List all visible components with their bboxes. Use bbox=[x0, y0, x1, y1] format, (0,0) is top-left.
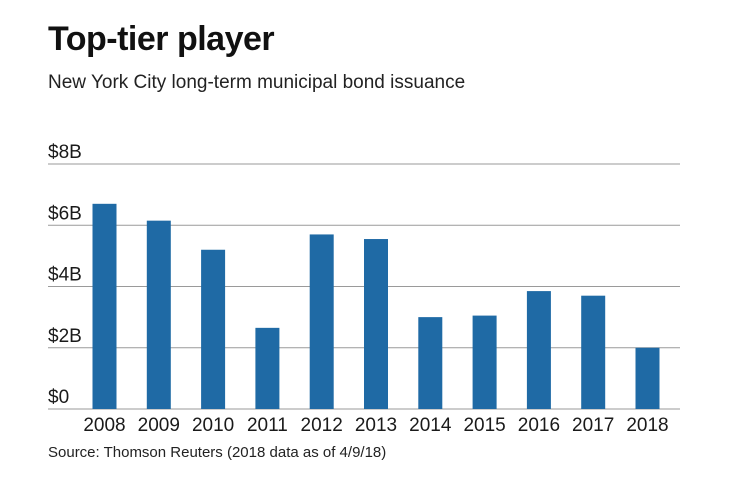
bar-2011 bbox=[255, 327, 280, 409]
x-tick-label: 2008 bbox=[83, 415, 125, 436]
x-tick-label: 2017 bbox=[572, 415, 614, 436]
bar-2009 bbox=[146, 220, 171, 409]
x-tick-label: 2013 bbox=[355, 415, 397, 436]
x-tick-label: 2015 bbox=[463, 415, 505, 436]
y-tick-label: $6B bbox=[48, 203, 82, 224]
source-note: Source: Thomson Reuters (2018 data as of… bbox=[48, 444, 387, 461]
x-tick-label: 2009 bbox=[138, 415, 180, 436]
x-tick-label: 2016 bbox=[518, 415, 560, 436]
y-tick-label: $4B bbox=[48, 265, 82, 286]
bar-2014 bbox=[418, 317, 443, 409]
y-axis-labels: $0 $2B $4B $6B $8B bbox=[48, 142, 82, 408]
x-tick-label: 2018 bbox=[626, 415, 668, 436]
bar-2012 bbox=[309, 234, 334, 409]
bar-2017 bbox=[581, 295, 606, 409]
bar-2015 bbox=[472, 315, 497, 409]
bar-2013 bbox=[364, 239, 388, 409]
x-tick-label: 2010 bbox=[192, 415, 234, 436]
chart-title: Top-tier player bbox=[48, 20, 275, 58]
bar-2018 bbox=[635, 347, 660, 409]
x-tick-label: 2011 bbox=[247, 415, 288, 436]
bars bbox=[92, 203, 660, 409]
x-tick-label: 2014 bbox=[409, 415, 452, 436]
bar-2016 bbox=[526, 291, 551, 409]
bar-2010 bbox=[201, 249, 226, 409]
x-axis-labels: 2008 2009 2010 2011 2012 2013 2014 2015 2016 2017… bbox=[83, 415, 668, 436]
x-tick-label: 2012 bbox=[301, 415, 343, 436]
bar-2008 bbox=[92, 203, 117, 409]
chart-subtitle: New York City long-term municipal bond i… bbox=[48, 72, 466, 93]
y-tick-label: $8B bbox=[48, 142, 82, 163]
y-tick-label: $2B bbox=[48, 326, 82, 347]
y-tick-label: $0 bbox=[48, 387, 69, 408]
